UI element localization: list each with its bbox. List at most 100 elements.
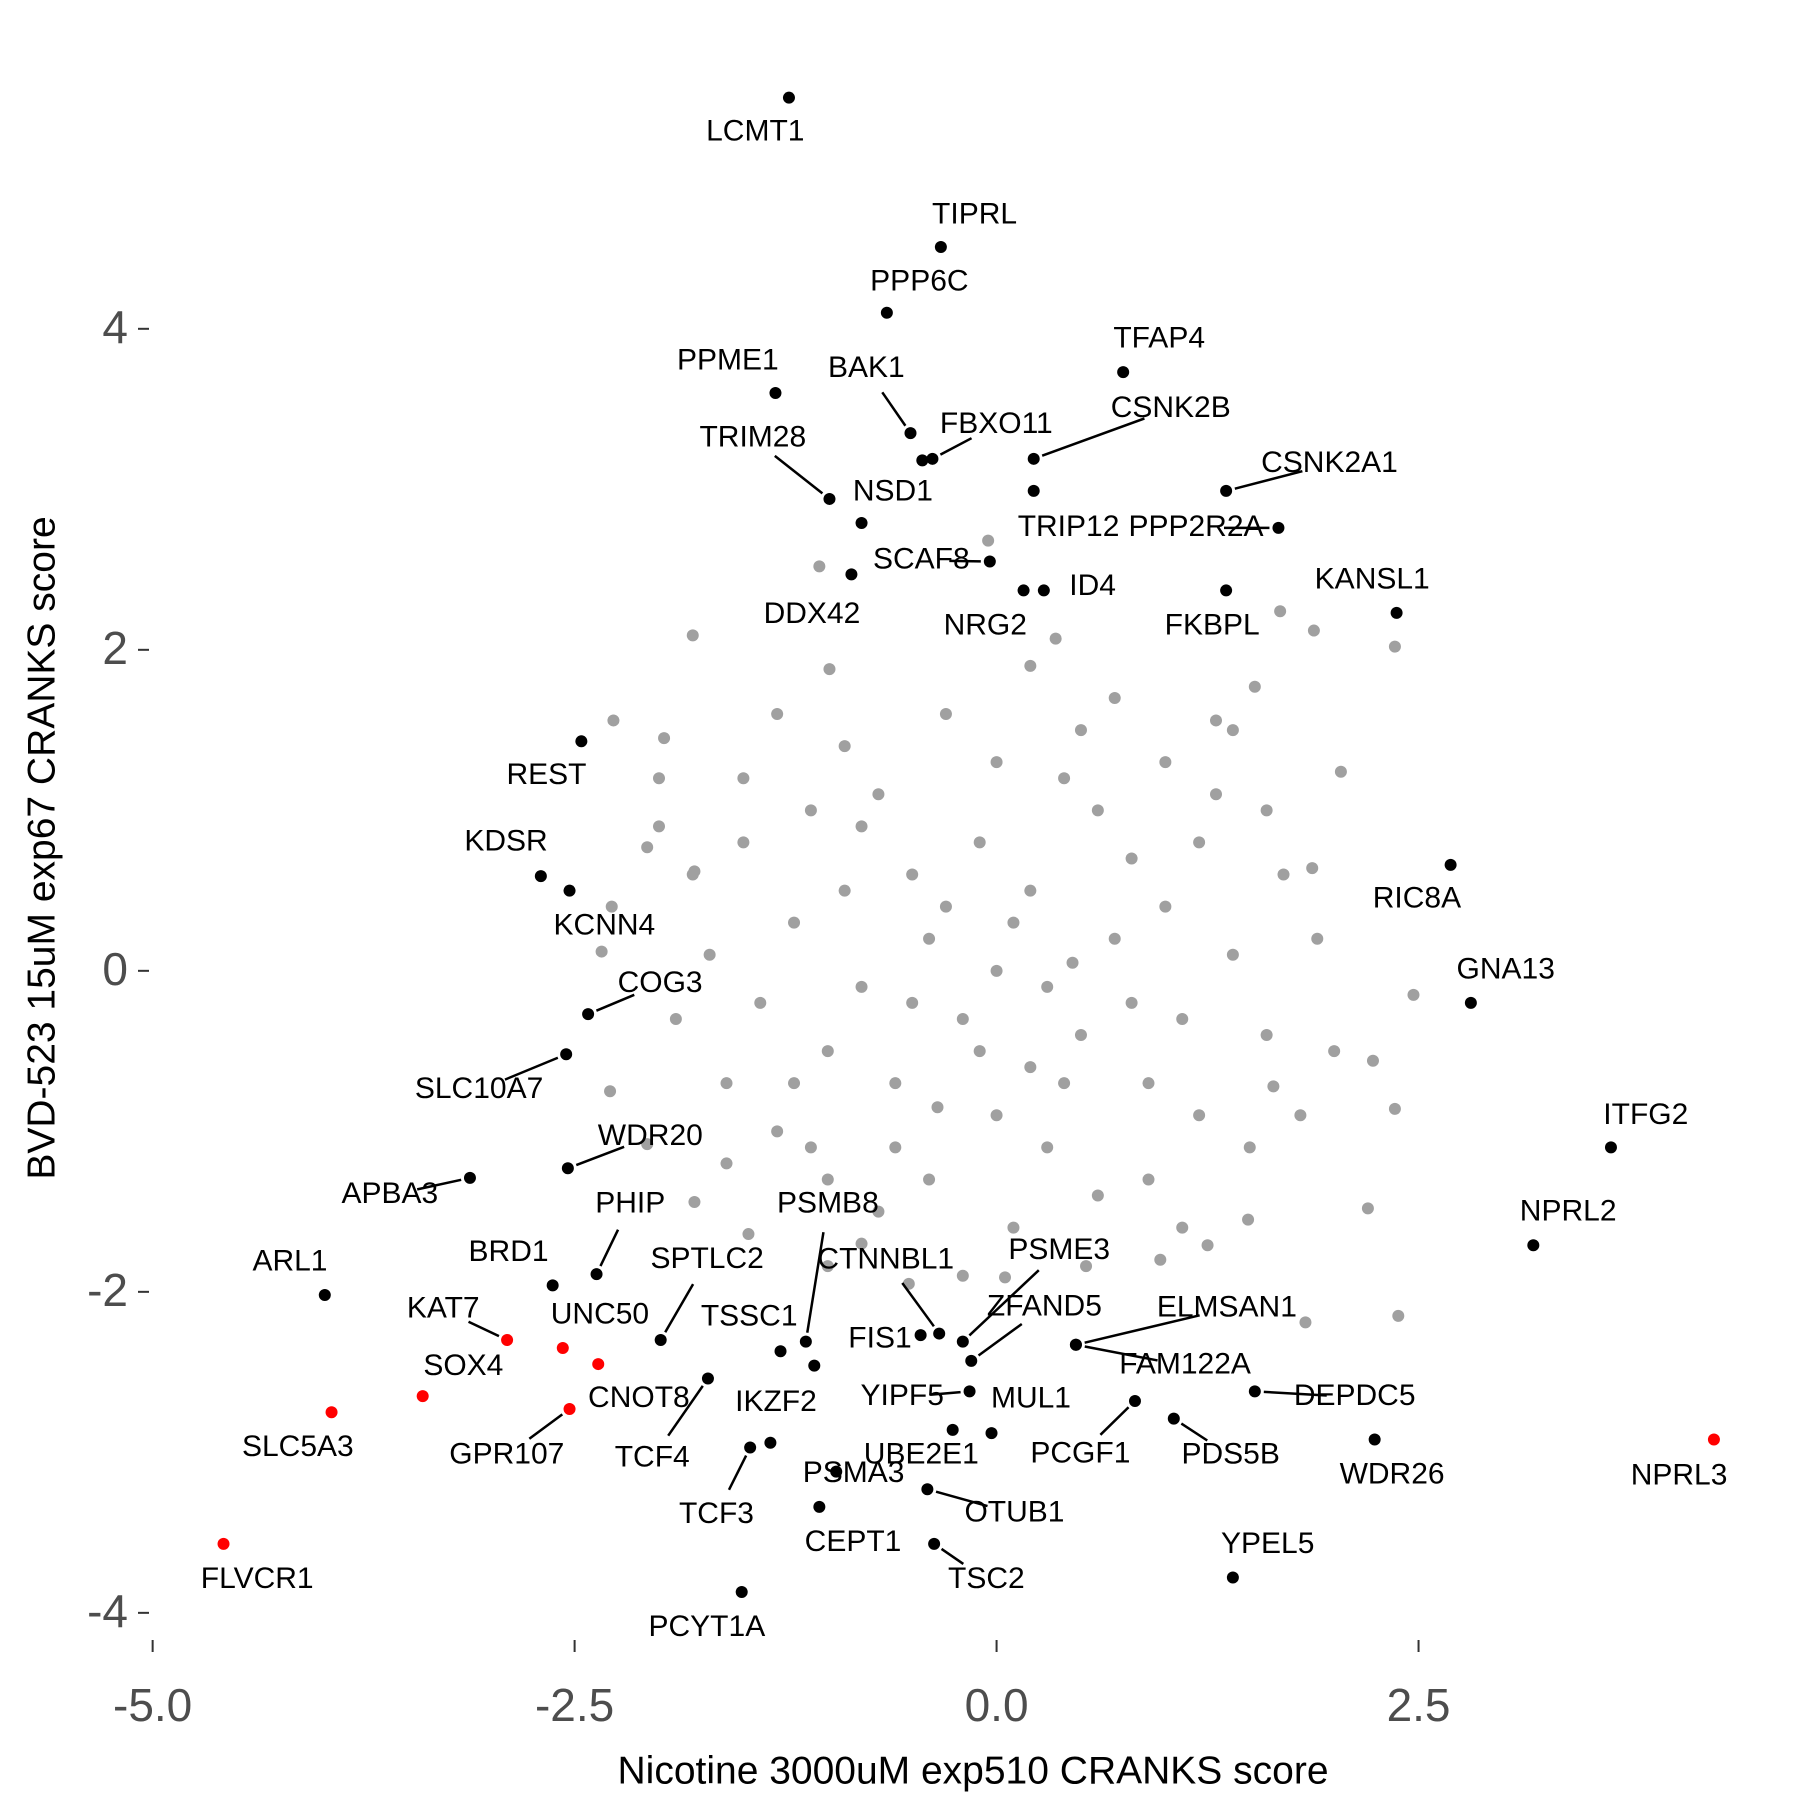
point <box>1154 1253 1167 1266</box>
point-label: GPR107 <box>449 1437 564 1470</box>
point <box>1267 1080 1280 1093</box>
point <box>823 492 836 505</box>
point <box>1388 640 1401 653</box>
leader-line <box>968 1269 1040 1337</box>
point <box>1604 1141 1617 1154</box>
point-label: YIPF5 <box>861 1379 944 1412</box>
point <box>838 740 851 753</box>
point <box>928 1537 941 1550</box>
leader-line <box>949 559 981 563</box>
point <box>1277 868 1290 881</box>
point <box>592 1358 605 1371</box>
point <box>838 884 851 897</box>
point-label: YPEL5 <box>1221 1527 1314 1560</box>
point <box>1017 584 1030 597</box>
point-label: PPP2R2A <box>1128 510 1263 543</box>
point <box>1027 452 1040 465</box>
point <box>560 1048 573 1061</box>
point <box>923 932 936 945</box>
point <box>1037 584 1050 597</box>
point-label: NSD1 <box>853 475 933 508</box>
point-label: CSNK2A1 <box>1261 446 1398 479</box>
point <box>939 708 952 721</box>
y-tick-label: -2 <box>87 1264 128 1316</box>
point-label: SOX4 <box>423 1349 503 1382</box>
point-label: PHIP <box>595 1186 665 1219</box>
point <box>737 836 750 849</box>
point <box>1527 1239 1540 1252</box>
point <box>1390 606 1403 619</box>
leader-line <box>664 1283 695 1333</box>
point-label: PCGF1 <box>1030 1436 1130 1469</box>
point <box>956 1012 969 1025</box>
point <box>318 1289 331 1302</box>
point <box>1226 948 1239 961</box>
point-label: CSNK2B <box>1111 391 1231 424</box>
point <box>1193 1109 1206 1122</box>
point-label: TIPRL <box>932 198 1017 231</box>
point-label: PSME3 <box>1008 1233 1110 1266</box>
point <box>1069 1338 1082 1351</box>
point <box>855 980 868 993</box>
point <box>923 1173 936 1186</box>
point <box>1220 584 1233 597</box>
leader-line <box>416 1178 462 1191</box>
point <box>982 534 995 547</box>
leader-line <box>595 993 635 1012</box>
point <box>1260 1029 1273 1042</box>
leader-line <box>1099 1406 1130 1436</box>
y-axis-title: BVD-523 15uM exp67 CRANKS score <box>20 516 63 1179</box>
leader-line <box>667 1385 704 1437</box>
point <box>653 820 665 833</box>
point <box>999 1271 1012 1284</box>
point-label: ELMSAN1 <box>1157 1291 1297 1324</box>
point <box>1128 1394 1141 1407</box>
point-label: TFAP4 <box>1113 322 1205 355</box>
point <box>855 517 868 530</box>
point-label: BRD1 <box>469 1235 549 1268</box>
point-label: WDR26 <box>1340 1457 1445 1490</box>
point <box>686 868 699 881</box>
leader-line <box>1041 417 1145 457</box>
point-label: SPTLC2 <box>650 1242 763 1275</box>
point <box>1074 724 1087 737</box>
point <box>742 1228 755 1241</box>
point-label: PCYT1A <box>649 1610 766 1643</box>
point <box>1361 1202 1374 1215</box>
point <box>1242 1213 1255 1226</box>
point-label: FBXO11 <box>940 407 1053 440</box>
point-label: CEPT1 <box>805 1525 902 1558</box>
point <box>771 708 784 721</box>
point-label: OTUB1 <box>964 1496 1064 1529</box>
point <box>1049 632 1062 645</box>
point <box>1058 772 1071 785</box>
leader-line <box>901 1282 935 1328</box>
point <box>1294 1109 1307 1122</box>
point-label: NPRL3 <box>1631 1459 1728 1492</box>
point <box>1117 366 1130 379</box>
x-tick-label: -2.5 <box>535 1679 614 1731</box>
point <box>889 1141 902 1154</box>
point <box>1248 680 1261 693</box>
leader-line <box>1234 470 1303 490</box>
y-tick-label: 0 <box>102 943 128 995</box>
point <box>563 884 576 897</box>
point <box>686 629 699 642</box>
point <box>813 1500 826 1513</box>
point <box>1306 862 1319 875</box>
point-label: KANSL1 <box>1315 562 1430 595</box>
point <box>990 1109 1003 1122</box>
point <box>563 1403 576 1416</box>
point <box>990 964 1003 977</box>
point-label: KCNN4 <box>554 908 656 941</box>
point <box>956 1269 969 1282</box>
point <box>1334 765 1347 778</box>
leader-line <box>774 454 824 495</box>
point <box>799 1335 812 1348</box>
leader-line <box>467 1320 500 1338</box>
point <box>575 735 588 748</box>
point-label: TCF3 <box>679 1497 754 1530</box>
point-label: LCMT1 <box>706 114 804 147</box>
point <box>788 916 801 929</box>
point <box>641 841 654 854</box>
